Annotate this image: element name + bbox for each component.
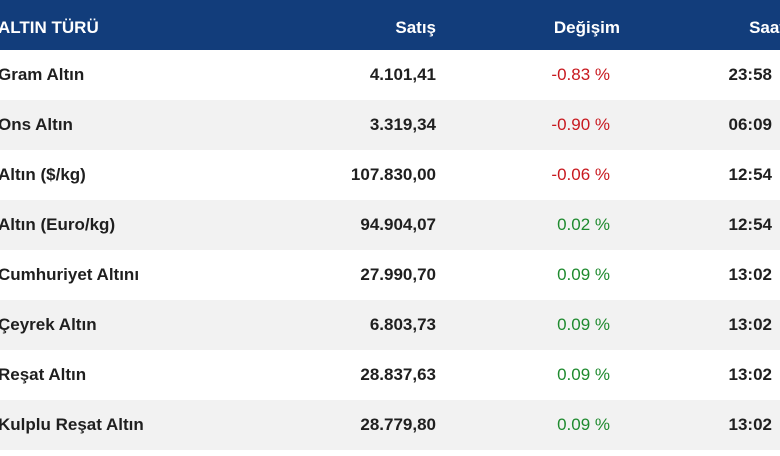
header-gold-type[interactable]: ALTIN TÜRÜ	[0, 18, 99, 37]
gold-type-name[interactable]: Altın ($/kg)	[0, 165, 86, 184]
table-header: ALTIN TÜRÜ Satış Değişim Saat	[0, 0, 780, 50]
update-time: 06:09	[728, 115, 772, 134]
table-row[interactable]: Reşat Altın 28.837,63 0.09 % 13:02	[0, 350, 780, 400]
gold-type-name[interactable]: Reşat Altın	[0, 365, 87, 384]
sell-price: 4.101,41	[369, 65, 436, 84]
gold-type-name[interactable]: Gram Altın	[0, 65, 85, 84]
gold-type-name[interactable]: Kulplu Reşat Altın	[0, 415, 144, 434]
table-row[interactable]: Çeyrek Altın 6.803,73 0.09 % 13:02	[0, 300, 780, 350]
header-sell-price[interactable]: Satış	[395, 18, 436, 37]
table-row[interactable]: Altın (Euro/kg) 94.904,07 0.02 % 12:54	[0, 200, 780, 250]
change-percent: 0.09 %	[557, 315, 610, 334]
gold-type-name[interactable]: Altın (Euro/kg)	[0, 215, 116, 234]
table-row[interactable]: Cumhuriyet Altını 27.990,70 0.09 % 13:02	[0, 250, 780, 300]
sell-price: 6.803,73	[369, 315, 436, 334]
change-percent: 0.09 %	[557, 415, 610, 434]
update-time: 12:54	[728, 215, 772, 234]
sell-price: 28.837,63	[360, 365, 436, 384]
table-row[interactable]: Ons Altın 3.319,34 -0.90 % 06:09	[0, 100, 780, 150]
change-percent: -0.06 %	[551, 165, 610, 184]
update-time: 13:02	[728, 365, 772, 384]
update-time: 13:02	[728, 265, 772, 284]
change-percent: -0.90 %	[551, 115, 610, 134]
sell-price: 27.990,70	[360, 265, 436, 284]
table-row[interactable]: Gram Altın 4.101,41 -0.83 % 23:58	[0, 50, 780, 100]
sell-price: 94.904,07	[360, 215, 436, 234]
header-change[interactable]: Değişim	[553, 18, 620, 37]
change-percent: 0.09 %	[557, 265, 610, 284]
gold-type-name[interactable]: Ons Altın	[0, 115, 73, 134]
change-percent: -0.83 %	[551, 65, 610, 84]
table-row[interactable]: Kulplu Reşat Altın 28.779,80 0.09 % 13:0…	[0, 400, 780, 450]
update-time: 12:54	[728, 165, 772, 184]
update-time: 13:02	[728, 315, 772, 334]
header-time[interactable]: Saat	[749, 18, 780, 37]
update-time: 23:58	[728, 65, 772, 84]
update-time: 13:02	[728, 415, 772, 434]
sell-price: 28.779,80	[360, 415, 436, 434]
change-percent: 0.09 %	[557, 365, 610, 384]
table-row[interactable]: Altın ($/kg) 107.830,00 -0.06 % 12:54	[0, 150, 780, 200]
sell-price: 3.319,34	[369, 115, 436, 134]
sell-price: 107.830,00	[350, 165, 436, 184]
change-percent: 0.02 %	[557, 215, 610, 234]
gold-type-name[interactable]: Çeyrek Altın	[0, 315, 97, 334]
gold-type-name[interactable]: Cumhuriyet Altını	[0, 265, 140, 284]
